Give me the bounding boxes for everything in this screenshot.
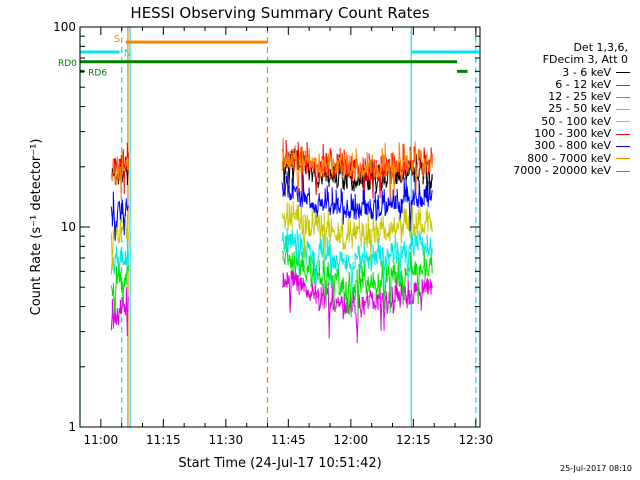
x-tick-label-2: 11:30 — [209, 433, 244, 447]
x-tick-label-1: 11:15 — [146, 433, 181, 447]
status-label-rd0: RD0 — [58, 59, 77, 69]
legend-item: 7000 - 20000 keV — [500, 163, 630, 177]
legend-label: 12 - 25 keV — [548, 90, 611, 104]
x-tick-label-5: 12:15 — [396, 433, 431, 447]
legend-label: 25 - 50 keV — [548, 102, 611, 116]
status-label-s: S — [114, 34, 120, 45]
legend-swatch — [616, 72, 630, 74]
series-3-seg1 — [110, 239, 129, 275]
legend-swatch — [616, 84, 630, 86]
status-label-n: N — [124, 48, 131, 59]
x-axis-label: Start Time (24-Jul-17 10:51:42) — [178, 456, 381, 471]
plot-frame — [79, 26, 481, 428]
legend-label: 300 - 800 keV — [534, 139, 611, 153]
legend-swatch — [616, 96, 630, 98]
x-tick-label-6: 12:30 — [459, 433, 494, 447]
y-tick-label-0: 1 — [68, 420, 76, 434]
legend-swatch — [616, 170, 630, 172]
legend-header-line-1: Det 1,3,6, — [573, 41, 628, 54]
series-2-seg2 — [281, 235, 433, 318]
legend-item: 12 - 25 keV — [500, 90, 630, 104]
series-4-seg2 — [281, 201, 433, 265]
x-tick-label-0: 11:00 — [84, 433, 119, 447]
legend-item: 25 - 50 keV — [500, 103, 630, 115]
series-6-seg2 — [281, 171, 433, 231]
legend-item: 800 - 7000 keV — [500, 151, 630, 165]
timestamp: 25-Jul-2017 08:10 — [559, 464, 632, 473]
series-3-seg2 — [281, 228, 433, 293]
series-2-seg1 — [110, 263, 129, 314]
status-label-rd6: RD6 — [88, 68, 107, 78]
series-6-seg1 — [110, 191, 129, 241]
legend-swatch — [616, 121, 630, 123]
legend-label: 100 - 300 keV — [534, 127, 611, 141]
legend-swatch — [616, 146, 630, 148]
legend-item: 3 - 6 keV — [500, 65, 630, 79]
legend-item: 6 - 12 keV — [500, 77, 630, 91]
legend-label: 7000 - 20000 keV — [513, 163, 611, 177]
series-7-seg1 — [110, 151, 129, 201]
legend-label: 800 - 7000 keV — [527, 151, 611, 165]
legend-label: 6 - 12 keV — [555, 77, 611, 91]
y-axis-label: Count Rate (s⁻¹ detector⁻¹) — [29, 139, 44, 316]
series-1-seg2 — [282, 268, 433, 344]
x-tick-label-3: 11:45 — [271, 433, 306, 447]
x-tick-label-4: 12:00 — [334, 433, 369, 447]
legend-label: 3 - 6 keV — [562, 65, 611, 79]
y-tick-label-1: 10 — [61, 220, 76, 234]
legend-swatch — [616, 109, 630, 111]
chart-title: HESSI Observing Summary Count Rates — [130, 4, 429, 22]
series-7-seg2 — [281, 137, 433, 203]
legend-swatch — [616, 158, 630, 160]
legend-header-line-2: FDecim 3, Att 0 — [542, 53, 628, 67]
legend-item: 300 - 800 keV — [500, 140, 630, 152]
legend-label: 50 - 100 keV — [541, 114, 611, 128]
legend-swatch — [616, 133, 630, 135]
legend: Det 1,3,6, FDecim 3, Att 0 3 - 6 keV 6 - … — [500, 41, 630, 177]
legend-item: 50 - 100 keV — [500, 114, 630, 128]
legend-item: 100 - 300 keV — [500, 127, 630, 141]
y-tick-label-2: 100 — [53, 20, 76, 34]
